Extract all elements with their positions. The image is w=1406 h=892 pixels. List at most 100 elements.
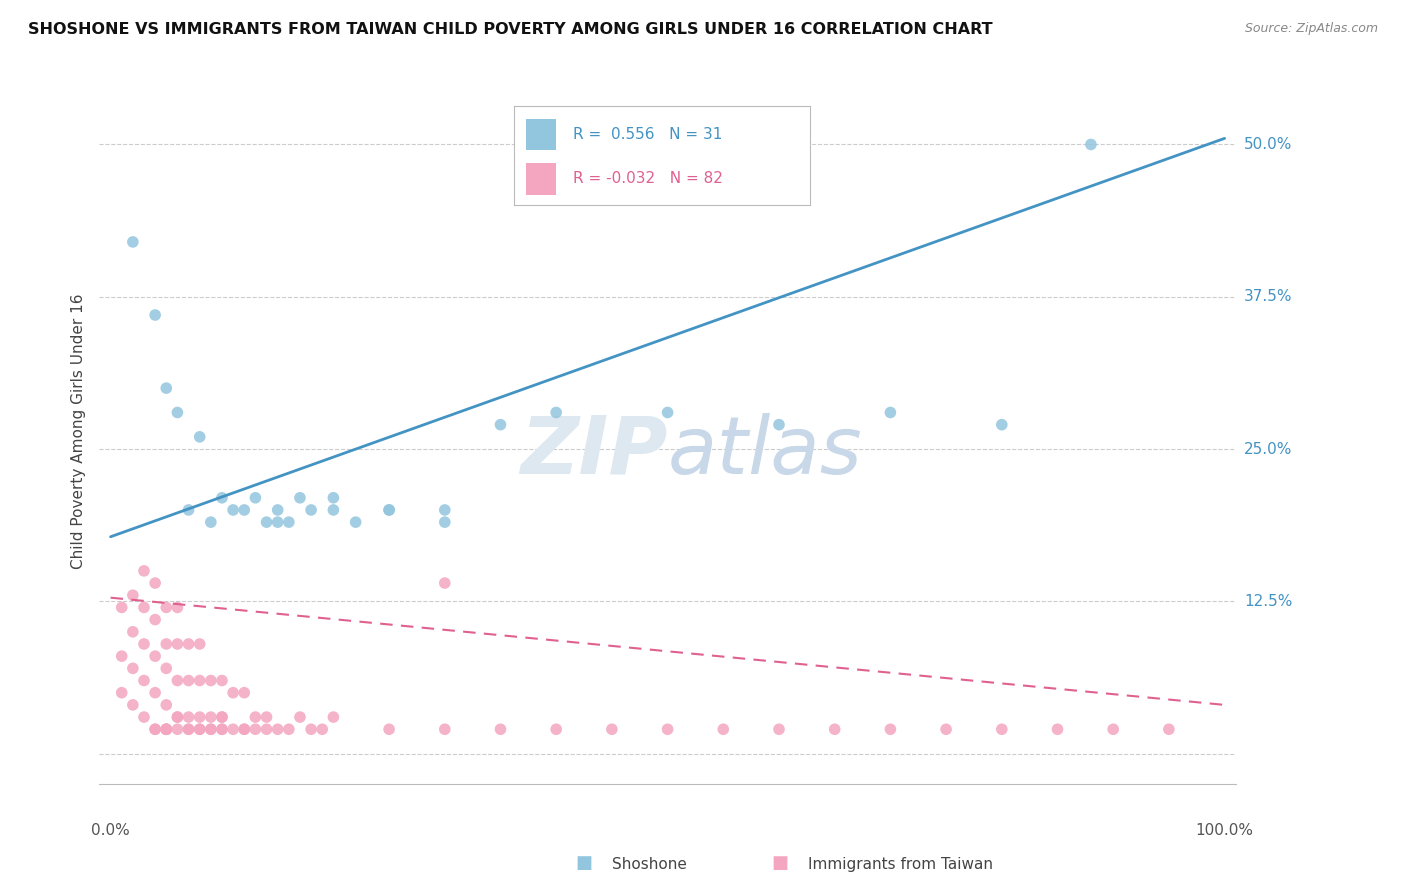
Point (200, 710, 222, 724)
Point (211, 710, 233, 724)
Point (277, 723, 299, 737)
Point (266, 515, 288, 529)
Point (166, 710, 188, 724)
Point (378, 723, 401, 737)
Point (256, 723, 278, 737)
Text: 25.0%: 25.0% (1244, 442, 1292, 457)
Point (1102, 723, 1125, 737)
Point (200, 515, 222, 529)
Point (288, 491, 311, 505)
Point (200, 723, 222, 737)
Point (177, 637, 200, 651)
Point (233, 723, 256, 737)
Point (177, 710, 200, 724)
Point (600, 723, 623, 737)
Point (433, 576, 456, 591)
Point (155, 723, 177, 737)
Point (188, 723, 211, 737)
Point (177, 673, 200, 688)
Point (121, 235, 143, 249)
Point (132, 637, 155, 651)
Point (433, 723, 456, 737)
Point (177, 723, 200, 737)
Point (211, 723, 233, 737)
Point (322, 491, 344, 505)
Text: Source: ZipAtlas.com: Source: ZipAtlas.com (1244, 22, 1378, 36)
Point (711, 723, 734, 737)
Point (143, 686, 166, 700)
Point (768, 723, 790, 737)
Point (166, 405, 188, 419)
Point (111, 686, 134, 700)
Text: atlas: atlas (668, 413, 862, 491)
Point (166, 673, 188, 688)
Point (233, 503, 256, 517)
Point (935, 723, 957, 737)
Point (245, 723, 267, 737)
Point (288, 710, 311, 724)
Text: 37.5%: 37.5% (1244, 289, 1292, 304)
Point (879, 723, 901, 737)
Text: 12.5%: 12.5% (1244, 594, 1292, 609)
Point (768, 417, 790, 432)
Point (121, 698, 143, 712)
Text: 100.0%: 100.0% (1195, 823, 1254, 838)
Point (299, 723, 322, 737)
Point (1046, 723, 1069, 737)
Point (211, 491, 233, 505)
Point (155, 661, 177, 675)
Point (132, 673, 155, 688)
Point (657, 405, 679, 419)
Y-axis label: Child Poverty Among Girls Under 16: Child Poverty Among Girls Under 16 (72, 293, 86, 568)
Point (166, 600, 188, 615)
Point (143, 649, 166, 664)
Point (546, 723, 568, 737)
Point (311, 723, 333, 737)
Point (322, 710, 344, 724)
Point (266, 503, 288, 517)
Point (489, 723, 512, 737)
Point (200, 723, 222, 737)
Point (378, 503, 401, 517)
Point (155, 723, 177, 737)
Text: SHOSHONE VS IMMIGRANTS FROM TAIWAN CHILD POVERTY AMONG GIRLS UNDER 16 CORRELATIO: SHOSHONE VS IMMIGRANTS FROM TAIWAN CHILD… (28, 22, 993, 37)
Point (322, 503, 344, 517)
Point (177, 503, 200, 517)
Point (132, 564, 155, 578)
Point (155, 381, 177, 395)
Point (200, 673, 222, 688)
Point (188, 710, 211, 724)
Point (143, 576, 166, 591)
Point (211, 723, 233, 737)
Point (121, 624, 143, 639)
Point (111, 600, 134, 615)
Point (824, 723, 846, 737)
Point (211, 673, 233, 688)
Point (155, 600, 177, 615)
Point (222, 723, 245, 737)
Point (111, 649, 134, 664)
Point (344, 515, 367, 529)
Point (277, 515, 299, 529)
Point (132, 600, 155, 615)
Point (378, 503, 401, 517)
Point (489, 417, 512, 432)
Text: Immigrants from Taiwan: Immigrants from Taiwan (808, 857, 994, 872)
Point (222, 503, 245, 517)
Point (143, 723, 166, 737)
Point (433, 503, 456, 517)
Point (299, 503, 322, 517)
Point (155, 637, 177, 651)
Point (177, 723, 200, 737)
Point (657, 723, 679, 737)
Point (155, 723, 177, 737)
Point (155, 723, 177, 737)
Point (188, 637, 211, 651)
Point (879, 405, 901, 419)
Point (233, 686, 256, 700)
Point (991, 723, 1014, 737)
Point (121, 661, 143, 675)
Point (546, 405, 568, 419)
Point (188, 723, 211, 737)
Point (188, 430, 211, 444)
